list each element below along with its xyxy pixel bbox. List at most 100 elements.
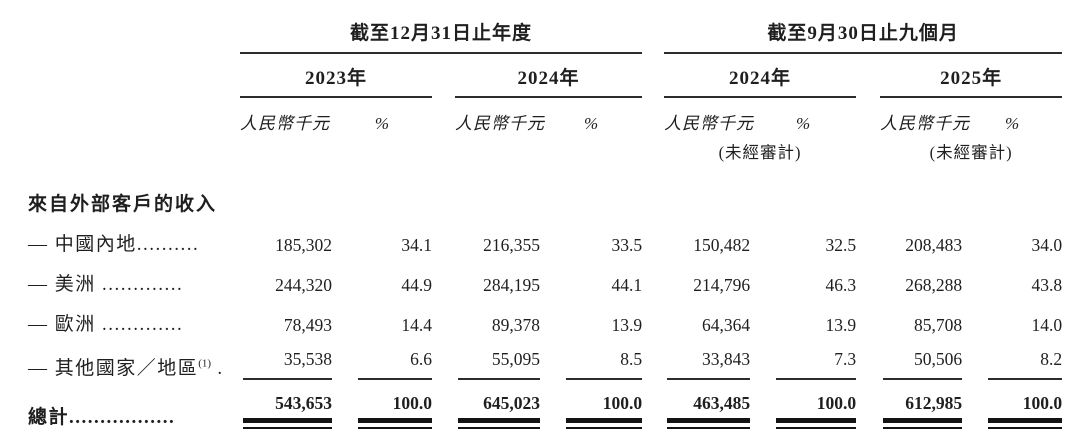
value-cell: 244,320 — [275, 275, 332, 295]
gap — [642, 336, 664, 380]
value-cell: 14.0 — [1031, 315, 1063, 335]
value-underlined: 8.2 — [988, 349, 1063, 380]
row-europe: — 歐洲 ............. 78,493 14.4 89,378 13… — [28, 296, 1062, 336]
gap — [432, 296, 455, 336]
total-cell: 463,485 — [664, 380, 751, 429]
year-2025: 2025年 — [880, 53, 1063, 98]
group-header-row: 截至12月31日止年度 截至9月30日止九個月 — [28, 8, 1063, 54]
value-underlined: 55,095 — [458, 349, 540, 380]
spacer-row — [28, 163, 1062, 185]
double-rule — [566, 418, 643, 429]
value-cell: 32.5 — [825, 235, 857, 255]
value-cell: 35,538 — [240, 336, 332, 380]
value-cell: 13.9 — [611, 315, 643, 335]
total-cell: 612,985 — [880, 380, 963, 429]
gap — [642, 97, 664, 134]
value-underlined: 8.5 — [566, 349, 643, 380]
total-value: 612,985 — [905, 393, 963, 413]
section-header: 來自外部客戶的收入 — [28, 194, 218, 215]
year-2024-annual: 2024年 — [455, 53, 643, 98]
empty-cell — [455, 134, 642, 163]
value-cell: 214,796 — [693, 275, 751, 295]
row-label: — 其他國家／地區(1) . — [28, 336, 240, 380]
gap — [432, 134, 455, 163]
gap — [856, 216, 880, 256]
group-title-annual: 截至12月31日止年度 — [240, 8, 643, 54]
gap — [432, 216, 455, 256]
value-cell: 8.5 — [540, 336, 643, 380]
total-cell: 100.0 — [332, 380, 432, 429]
value-cell: 268,288 — [905, 275, 963, 295]
empty-cell — [240, 185, 1062, 216]
row-label-suffix: . — [211, 358, 224, 379]
value-underlined: 7.3 — [776, 349, 857, 380]
value-cell: 216,355 — [483, 235, 540, 255]
row-americas: — 美洲 ............. 244,320 44.9 284,195 … — [28, 256, 1062, 296]
total-value: 463,485 — [693, 393, 751, 413]
value-cell: 34.1 — [401, 235, 432, 255]
value-cell: 34.0 — [1031, 235, 1063, 255]
total-cell: 543,653 — [240, 380, 332, 429]
percent-label-2: % — [583, 114, 599, 133]
double-rule — [776, 418, 857, 429]
value-cell: 185,302 — [275, 235, 332, 255]
row-label: — 歐洲 ............. — [28, 314, 184, 335]
value-cell: 6.6 — [332, 336, 432, 380]
total-cell: 100.0 — [962, 380, 1063, 429]
year-header-row: 2023年 2024年 2024年 2025年 — [28, 53, 1063, 98]
unaudited-note-2: (未經審計) — [929, 143, 1013, 162]
value-cell: 284,195 — [483, 275, 540, 295]
value-cell: 50,506 — [880, 336, 963, 380]
value-underlined: 33,843 — [667, 349, 751, 380]
double-rule — [358, 418, 432, 429]
group-gap — [642, 8, 664, 53]
value-cell: 14.4 — [401, 315, 432, 335]
footnote-marker: (1) — [198, 357, 212, 370]
gap — [856, 296, 880, 336]
total-value: 100.0 — [816, 393, 857, 413]
gap — [856, 380, 880, 429]
percent-label-3: % — [795, 114, 811, 133]
gap — [642, 296, 664, 336]
year-2023: 2023年 — [240, 53, 432, 98]
value-underlined: 6.6 — [358, 349, 432, 380]
value-cell: 7.3 — [750, 336, 857, 380]
value-cell: 43.8 — [1031, 275, 1063, 295]
group-title-nine-months: 截至9月30日止九個月 — [664, 8, 1063, 54]
gap — [642, 256, 664, 296]
value-cell: 33,843 — [664, 336, 751, 380]
total-value: 100.0 — [602, 393, 643, 413]
double-rule — [883, 418, 963, 429]
empty-cell — [240, 134, 432, 163]
unaudited-note-1: (未經審計) — [718, 143, 802, 162]
double-rule — [988, 418, 1063, 429]
unit-header-row: 人民幣千元 % 人民幣千元 % 人民幣千元 % 人民幣千元 % — [28, 97, 1062, 134]
gap — [856, 53, 880, 97]
value-cell: 33.5 — [611, 235, 643, 255]
empty-cell — [28, 53, 240, 97]
gap — [856, 256, 880, 296]
value-cell: 46.3 — [825, 275, 857, 295]
year-2024-nine-months: 2024年 — [664, 53, 857, 98]
corner-empty-cell — [28, 8, 240, 53]
gap — [856, 336, 880, 380]
row-label: — 中國內地.......... — [28, 234, 200, 255]
gap — [642, 134, 664, 163]
gap — [432, 53, 455, 97]
value-cell: 44.1 — [611, 275, 643, 295]
double-rule — [667, 418, 751, 429]
total-cell: 100.0 — [750, 380, 857, 429]
gap — [856, 134, 880, 163]
row-other-countries: — 其他國家／地區(1) . 35,538 6.6 55,095 8.5 33,… — [28, 336, 1063, 380]
gap — [432, 97, 455, 134]
value-underlined: 35,538 — [243, 349, 332, 380]
percent-label-1: % — [374, 114, 390, 133]
empty-cell — [28, 134, 240, 163]
value-cell: 13.9 — [825, 315, 857, 335]
total-value: 100.0 — [1022, 393, 1063, 413]
value-cell: 150,482 — [693, 235, 751, 255]
double-rule — [243, 418, 332, 429]
total-cell: 100.0 — [540, 380, 643, 429]
spacer — [28, 163, 1062, 185]
